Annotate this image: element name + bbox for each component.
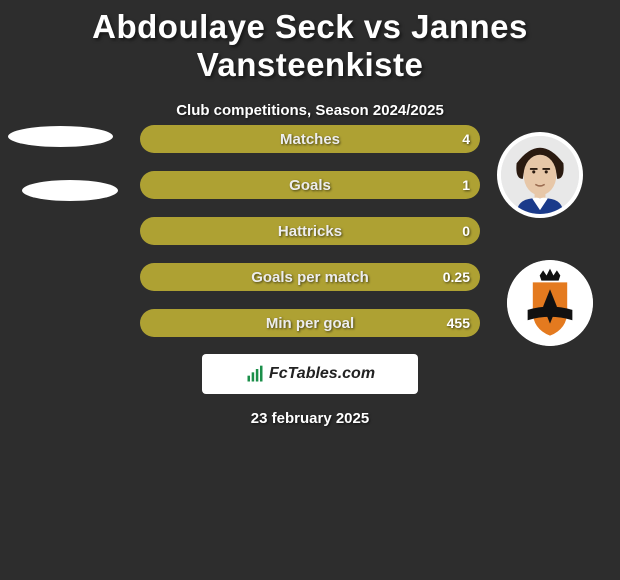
attribution-text: FcTables.com <box>269 365 375 383</box>
club-crest-right <box>507 260 593 346</box>
stat-label: Goals <box>289 177 331 194</box>
stat-label: Goals per match <box>251 269 369 286</box>
player-avatar-right <box>497 132 583 218</box>
stat-label: Matches <box>280 131 340 148</box>
stat-bar: Min per goal 455 <box>140 309 480 337</box>
stat-bar: Hattricks 0 <box>140 217 480 245</box>
stat-label: Hattricks <box>278 223 342 240</box>
crest-graphic <box>507 260 593 346</box>
attribution-box: FcTables.com <box>202 354 418 394</box>
avatar-graphic <box>501 136 579 214</box>
stat-value-right: 1 <box>462 177 470 193</box>
stat-bar: Goals 1 <box>140 171 480 199</box>
page-title: Abdoulaye Seck vs Jannes Vansteenkiste <box>0 0 620 84</box>
stat-value-right: 0.25 <box>443 269 470 285</box>
page-date: 23 february 2025 <box>0 410 620 427</box>
stat-bar: Matches 4 <box>140 125 480 153</box>
stat-value-right: 0 <box>462 223 470 239</box>
chart-icon <box>245 364 265 384</box>
stat-value-right: 4 <box>462 131 470 147</box>
stat-bar: Goals per match 0.25 <box>140 263 480 291</box>
stat-value-right: 455 <box>447 315 470 331</box>
stat-label: Min per goal <box>266 315 354 332</box>
